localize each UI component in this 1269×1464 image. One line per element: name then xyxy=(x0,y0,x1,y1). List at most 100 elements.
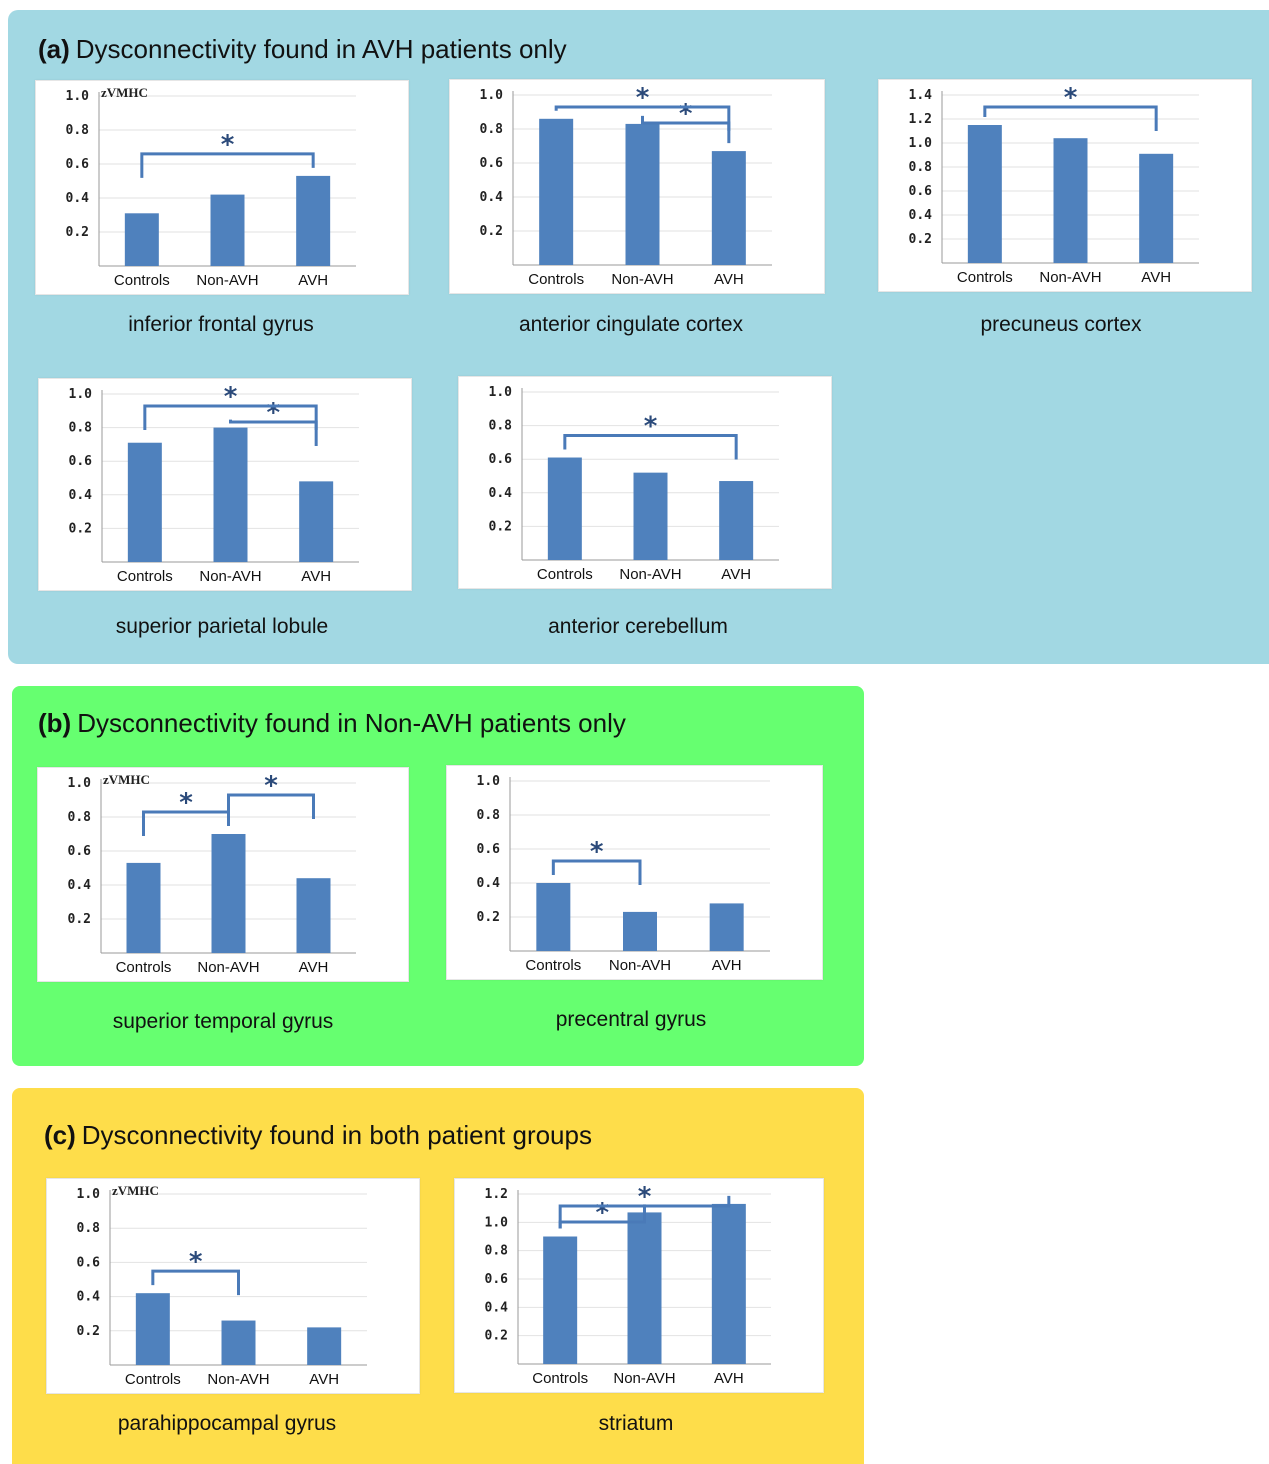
significance-bracket xyxy=(227,793,315,819)
x-tick-label: AVH xyxy=(714,271,744,288)
y-tick-label: 0.2 xyxy=(489,519,512,534)
bar-controls xyxy=(547,457,582,560)
y-tick-label: 0.6 xyxy=(66,157,90,172)
significance-star: * xyxy=(638,1182,652,1212)
y-tick-label: 0.2 xyxy=(66,225,89,240)
x-tick-label: Controls xyxy=(525,957,581,974)
x-tick-label: Non-AVH xyxy=(196,272,258,289)
bar-avh xyxy=(307,1327,342,1365)
bar-avh xyxy=(1139,153,1174,263)
y-tick-label: 0.8 xyxy=(66,123,90,138)
y-tick-label: 0.8 xyxy=(480,122,504,137)
significance-bracket xyxy=(983,105,1158,131)
chart-parahippocampal-gyrus: 1.0 0.8 0.6 0.4 0.2 zVMHC Controls Non-AVH AVH * xyxy=(46,1178,420,1394)
y-tick-label: 0.2 xyxy=(69,521,92,536)
caption-striatum: striatum xyxy=(598,1412,674,1435)
bar-non-avh xyxy=(623,911,657,951)
y-tick-label: 1.0 xyxy=(480,88,504,103)
y-tick-label: 1.0 xyxy=(489,385,513,400)
panel-b-letter: (b) xyxy=(38,708,72,738)
significance-star: * xyxy=(221,130,235,160)
significance-star: * xyxy=(679,99,693,129)
chart-anterior-cingulate-cortex: 1.0 0.8 0.6 0.4 0.2 Controls Non-AVH AVH * * xyxy=(449,79,825,294)
bar-controls xyxy=(127,442,162,562)
y-tick-label: 0.4 xyxy=(909,208,933,223)
significance-bracket xyxy=(641,115,731,144)
y-tick-label: 0.8 xyxy=(68,810,92,825)
y-tick-label: 1.0 xyxy=(477,774,501,789)
y-tick-label: 0.2 xyxy=(485,1329,508,1344)
significance-star: * xyxy=(179,788,193,818)
significance-bracket xyxy=(140,152,315,178)
y-tick-label: 0.2 xyxy=(68,912,91,927)
x-tick-label: Non-AVH xyxy=(207,1371,269,1388)
panel-a-heading: Dysconnectivity found in AVH patients on… xyxy=(75,34,567,64)
chart-striatum: 1.2 1.0 0.8 0.6 0.4 0.2 Controls Non-AVH AVH * * xyxy=(454,1178,824,1393)
y-tick-label: 0.6 xyxy=(489,452,513,467)
significance-bracket xyxy=(558,1195,731,1229)
bar-avh xyxy=(709,903,744,951)
x-tick-label: AVH xyxy=(714,1370,744,1387)
x-tick-label: Controls xyxy=(125,1371,181,1388)
bar-non-avh xyxy=(210,194,245,266)
chart-anterior-cerebellum: 1.0 0.8 0.6 0.4 0.2 Controls Non-AVH AVH * xyxy=(458,376,832,589)
bar-non-avh xyxy=(211,834,246,953)
significance-bracket xyxy=(229,419,318,446)
chart-precuneus-cortex: 1.4 1.2 1.0 0.8 0.6 0.4 0.2 Controls Non-AVH AVH * xyxy=(878,79,1252,292)
bar-non-avh xyxy=(627,1212,662,1364)
caption-parahippocampal-gyrus: parahippocampal gyrus xyxy=(117,1412,337,1435)
y-tick-label: 0.8 xyxy=(485,1244,509,1259)
y-tick-label: 0.4 xyxy=(480,190,504,205)
significance-star: * xyxy=(267,398,281,428)
bar-controls xyxy=(536,883,571,951)
y-tick-label: 0.4 xyxy=(477,876,501,891)
y-tick-label: 1.0 xyxy=(68,776,92,791)
y-tick-label: 0.8 xyxy=(489,419,513,434)
x-tick-label: Non-AVH xyxy=(1039,269,1101,286)
y-tick-label: 0.8 xyxy=(909,160,933,175)
y-tick-label: 1.2 xyxy=(909,112,932,127)
caption-superior-temporal-gyrus: superior temporal gyrus xyxy=(112,1010,334,1033)
x-tick-label: AVH xyxy=(1141,269,1171,286)
significance-bracket xyxy=(551,859,642,885)
x-tick-label: AVH xyxy=(712,957,742,974)
y-tick-label: 0.6 xyxy=(480,156,504,171)
x-tick-label: AVH xyxy=(309,1371,339,1388)
chart-precentral-gyrus: 1.0 0.8 0.6 0.4 0.2 Controls Non-AVH AVH * xyxy=(446,765,823,980)
x-tick-label: Controls xyxy=(957,269,1013,286)
bar-non-avh xyxy=(221,1320,256,1365)
x-tick-label: AVH xyxy=(299,959,329,976)
x-tick-label: AVH xyxy=(721,566,751,583)
caption-anterior-cingulate-cortex: anterior cingulate cortex xyxy=(518,313,744,336)
significance-bracket xyxy=(143,404,318,430)
y-tick-label: 1.4 xyxy=(909,88,933,103)
significance-bracket xyxy=(151,1269,240,1296)
significance-star: * xyxy=(596,1198,610,1228)
bar-controls xyxy=(126,862,161,953)
significance-star: * xyxy=(644,412,658,442)
bar-controls xyxy=(124,213,159,266)
significance-bracket xyxy=(554,105,731,131)
x-tick-label: Non-AVH xyxy=(613,1370,675,1387)
significance-star: * xyxy=(636,83,650,113)
caption-precentral-gyrus: precentral gyrus xyxy=(555,1008,707,1031)
y-tick-label: 0.2 xyxy=(77,1324,100,1339)
significance-star: * xyxy=(590,837,604,867)
y-tick-label: 0.2 xyxy=(909,232,932,247)
caption-precuneus-cortex: precuneus cortex xyxy=(980,313,1142,336)
panel-c-heading: Dysconnectivity found in both patient gr… xyxy=(81,1120,592,1150)
y-tick-label: 0.4 xyxy=(66,191,90,206)
x-tick-label: Non-AVH xyxy=(611,271,673,288)
y-tick-label: 0.2 xyxy=(477,910,500,925)
bar-avh xyxy=(296,878,331,953)
y-tick-label: 0.8 xyxy=(77,1221,101,1236)
y-tick-label: 0.6 xyxy=(477,842,501,857)
y-tick-label: 0.4 xyxy=(68,878,92,893)
caption-superior-parietal-lobule: superior parietal lobule xyxy=(115,615,329,638)
y-tick-label: 0.6 xyxy=(485,1272,509,1287)
bar-non-avh xyxy=(633,472,668,560)
caption-anterior-cerebellum: anterior cerebellum xyxy=(548,615,728,638)
y-tick-label: 0.6 xyxy=(77,1255,101,1270)
x-tick-label: Controls xyxy=(528,271,584,288)
significance-star: * xyxy=(224,382,238,412)
